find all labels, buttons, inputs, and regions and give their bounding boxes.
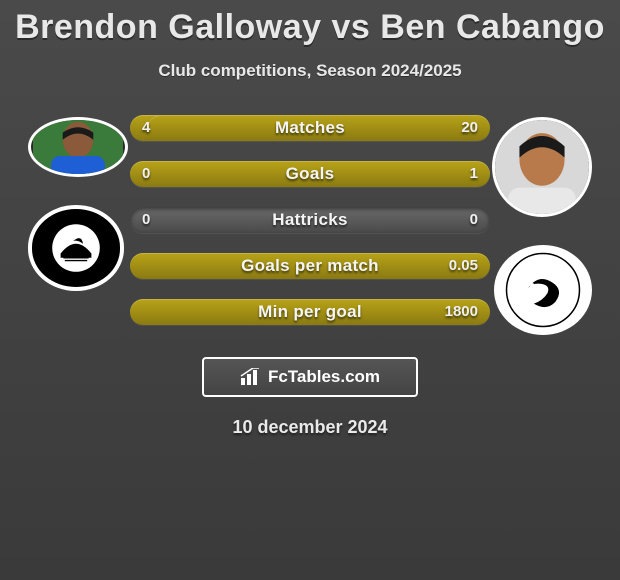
stat-label: Hattricks xyxy=(130,207,490,233)
stat-value-right: 0.05 xyxy=(449,253,478,279)
season-subtitle: Club competitions, Season 2024/2025 xyxy=(0,61,620,81)
stat-value-right: 1 xyxy=(470,161,478,187)
avatar-face-icon xyxy=(31,120,125,174)
stat-bars: 4Matches200Goals10Hattricks0Goals per ma… xyxy=(130,115,490,325)
club-badge-icon xyxy=(501,252,585,328)
stat-row: 4Matches20 xyxy=(130,115,490,141)
player-right-column xyxy=(490,113,600,335)
player-right-avatar xyxy=(492,117,592,217)
stats-area: 4Matches200Goals10Hattricks0Goals per ma… xyxy=(0,113,620,335)
comparison-date: 10 december 2024 xyxy=(0,417,620,438)
stat-row: Goals per match0.05 xyxy=(130,253,490,279)
comparison-title: Brendon Galloway vs Ben Cabango xyxy=(0,0,620,47)
player-left-avatar xyxy=(28,117,128,177)
stat-row: 0Hattricks0 xyxy=(130,207,490,233)
chart-icon xyxy=(240,368,262,386)
stat-label: Goals per match xyxy=(130,253,490,279)
club-badge-icon xyxy=(36,213,116,283)
stat-label: Goals xyxy=(130,161,490,187)
stat-row: Min per goal1800 xyxy=(130,299,490,325)
stat-label: Min per goal xyxy=(130,299,490,325)
stat-value-right: 0 xyxy=(470,207,478,233)
brand-attribution: FcTables.com xyxy=(202,357,418,397)
stat-label: Matches xyxy=(130,115,490,141)
brand-text: FcTables.com xyxy=(268,367,380,387)
player-left-column xyxy=(20,113,130,291)
player-left-club-badge xyxy=(28,205,124,291)
stat-value-right: 20 xyxy=(461,115,478,141)
player-right-club-badge xyxy=(494,245,592,335)
stat-value-right: 1800 xyxy=(445,299,478,325)
avatar-face-icon xyxy=(495,120,589,214)
stat-row: 0Goals1 xyxy=(130,161,490,187)
